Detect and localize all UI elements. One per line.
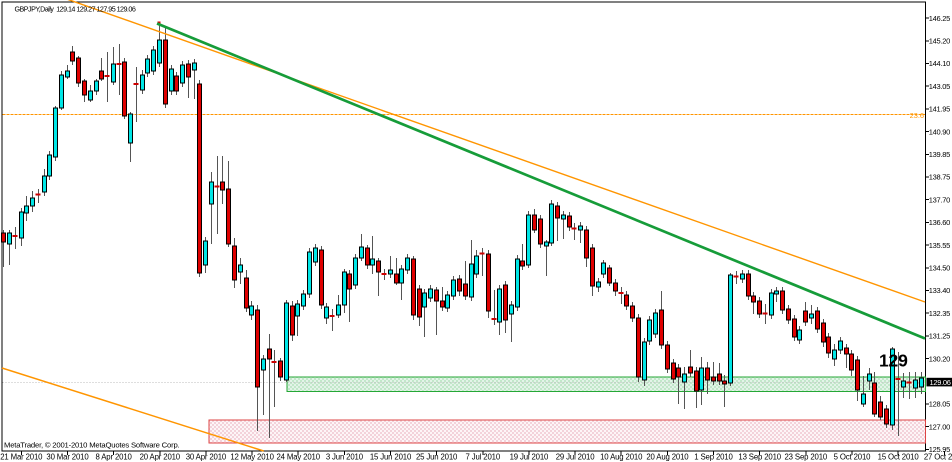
svg-text:10 Aug 2010: 10 Aug 2010 [600,453,643,462]
svg-text:30 Mar 2010: 30 Mar 2010 [46,453,89,462]
svg-text:132.35: 132.35 [929,309,950,318]
svg-text:3 Jun 2010: 3 Jun 2010 [326,453,364,462]
svg-text:125.95: 125.95 [929,445,950,454]
svg-text:23 Sep 2010: 23 Sep 2010 [785,453,828,462]
svg-text:12 May 2010: 12 May 2010 [230,453,274,462]
svg-text:129: 129 [879,351,908,371]
svg-text:127.00: 127.00 [929,422,950,431]
svg-text:141.95: 141.95 [929,105,950,114]
svg-text:24 May 2010: 24 May 2010 [276,453,320,462]
svg-text:145.20: 145.20 [929,37,950,46]
svg-text:19 Jul 2010: 19 Jul 2010 [510,453,549,462]
svg-text:30 Apr 2010: 30 Apr 2010 [186,453,227,462]
svg-text:29 Jul 2010: 29 Jul 2010 [556,453,595,462]
svg-text:143.05: 143.05 [929,82,950,91]
svg-text:21 Mar 2010: 21 Mar 2010 [0,453,43,462]
svg-text:13 Sep 2010: 13 Sep 2010 [738,453,781,462]
svg-text:8 Apr 2010: 8 Apr 2010 [95,453,132,462]
svg-text:140.90: 140.90 [929,127,950,136]
svg-text:25 Jun 2010: 25 Jun 2010 [416,453,458,462]
svg-text:134.50: 134.50 [929,264,950,273]
svg-text:20 Aug 2010: 20 Aug 2010 [646,453,689,462]
svg-text:138.75: 138.75 [929,173,950,182]
svg-text:131.25: 131.25 [929,332,950,341]
svg-text:20 Apr 2010: 20 Apr 2010 [140,453,181,462]
svg-text:128.05: 128.05 [929,400,950,409]
svg-text:130.20: 130.20 [929,354,950,363]
svg-text:5 Oct 2010: 5 Oct 2010 [834,453,871,462]
svg-text:137.70: 137.70 [929,195,950,204]
svg-text:139.85: 139.85 [929,150,950,159]
svg-text:133.40: 133.40 [929,286,950,295]
svg-text:136.60: 136.60 [929,218,950,227]
svg-text:135.55: 135.55 [929,241,950,250]
svg-text:15 Jun 2010: 15 Jun 2010 [370,453,412,462]
svg-text:144.10: 144.10 [929,59,950,68]
svg-text:27 Oct 2010: 27 Oct 2010 [924,453,952,462]
svg-text:1 Sep 2010: 1 Sep 2010 [694,453,733,462]
svg-text:146.25: 146.25 [929,14,950,23]
svg-text:GBPJPY,Daily 129.14 129.27 12: GBPJPY,Daily 129.14 129.27 127.95 129.06 [15,5,136,14]
svg-text:MetaTrader, © 2001-2010 MetaQu: MetaTrader, © 2001-2010 MetaQuotes Softw… [4,441,180,450]
svg-text:7 Jul 2010: 7 Jul 2010 [466,453,501,462]
svg-text:15 Oct 2010: 15 Oct 2010 [878,453,920,462]
svg-text:129.06: 129.06 [930,378,951,387]
svg-text:23.6: 23.6 [910,111,924,120]
